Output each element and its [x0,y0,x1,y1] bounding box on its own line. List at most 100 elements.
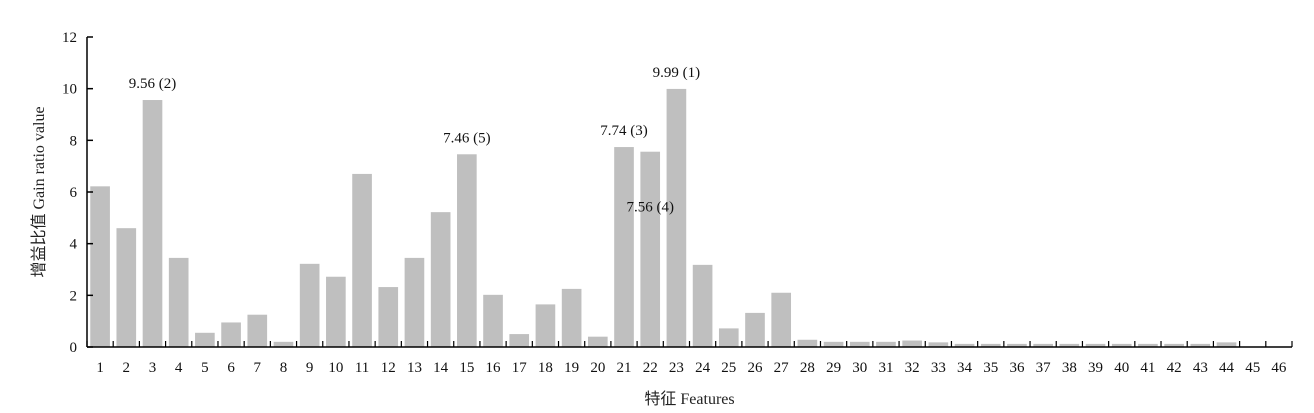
x-tick-label: 28 [800,360,815,376]
bar-feature-44 [1216,342,1237,347]
x-tick-label: 45 [1245,360,1260,376]
bar-feature-16 [483,294,503,347]
bar-feature-39 [1085,343,1106,347]
x-tick-label: 16 [486,360,502,376]
x-tick-label: 44 [1219,360,1235,376]
bar-feature-32 [902,340,922,347]
x-tick-label: 9 [306,360,314,376]
bar-feature-26 [745,312,765,347]
bar-feature-18 [535,304,556,348]
bar-feature-24 [692,264,713,347]
x-tick-label: 10 [328,360,343,376]
bar-feature-6 [221,322,241,347]
x-tick-label: 8 [280,360,288,376]
y-tick-label: 4 [70,237,78,253]
bar-feature-43 [1190,343,1211,347]
x-tick-label: 24 [695,360,711,376]
bar-feature-3 [142,100,163,347]
bar-feature-4 [168,257,189,348]
y-tick-label: 12 [62,30,77,46]
x-tick-label: 11 [355,360,369,376]
x-tick-label: 43 [1193,360,1208,376]
bar-feature-23 [666,88,687,348]
bar-feature-28 [797,339,818,347]
x-tick-label: 7 [254,360,262,376]
x-tick-label: 34 [957,360,973,376]
y-tick-label: 10 [62,82,77,98]
bar-feature-25 [718,328,739,347]
data-label: 7.46 (5) [443,130,491,146]
x-axis-title: 特征 Features [644,390,734,408]
x-tick-label: 5 [201,360,209,376]
annotations-group: 9.56 (2) 7.46 (5) 7.74 (3) 7.56 (4) 9.99 (1) [129,65,700,216]
bar-feature-9 [299,263,320,347]
bar-feature-8 [273,341,294,347]
x-tick-label: 19 [564,360,579,376]
x-tick-label: 23 [669,360,684,376]
y-axis-title: 增益比值 Gain ratio value [30,106,48,277]
bar-feature-29 [823,341,844,347]
bar-feature-20 [587,336,608,347]
x-tick-label: 20 [590,360,605,376]
data-label: 9.56 (2) [129,76,177,92]
bar-feature-5 [195,332,215,347]
bar-feature-2 [116,228,137,347]
bar-feature-31 [876,341,896,347]
x-tick-label: 21 [617,360,632,376]
y-ticks-group: 0 2 4 6 8 10 12 [62,30,93,356]
x-tick-label: 25 [721,360,736,376]
y-tick-label: 6 [70,185,78,201]
bar-feature-36 [1007,343,1027,347]
x-tick-label: 31 [878,360,893,376]
bar-feature-41 [1138,343,1158,347]
bar-feature-22 [640,151,661,347]
x-tick-label: 27 [774,360,790,376]
x-tick-label: 2 [123,360,131,376]
x-tick-label: 14 [433,360,449,376]
bars-group [90,88,1289,348]
x-ticks-group: 1 2 3 4 5 6 7 8 9 10 11 12 13 14 15 16 17 18 19 20 21 22 23 24 2… [86,341,1293,376]
x-tick-label: 15 [459,360,474,376]
bar-feature-11 [352,173,372,347]
bar-feature-13 [404,257,425,348]
x-tick-label: 33 [931,360,946,376]
bar-feature-40 [1111,343,1132,347]
bar-feature-34 [954,343,975,347]
x-tick-label: 37 [1036,360,1052,376]
x-tick-label: 40 [1114,360,1129,376]
x-tick-label: 42 [1167,360,1182,376]
bar-feature-35 [980,343,1001,347]
y-tick-label: 8 [70,133,78,149]
bar-feature-7 [247,314,268,347]
data-label: 7.56 (4) [626,200,674,216]
x-tick-label: 30 [852,360,867,376]
bar-feature-38 [1059,343,1080,347]
x-tick-label: 46 [1271,360,1287,376]
x-tick-label: 29 [826,360,841,376]
bar-feature-30 [849,341,870,347]
x-tick-label: 3 [149,360,157,376]
x-tick-label: 22 [643,360,658,376]
bar-feature-14 [430,212,451,347]
x-tick-label: 39 [1088,360,1103,376]
bar-feature-15 [457,154,477,347]
x-tick-label: 35 [983,360,998,376]
x-tick-label: 26 [747,360,763,376]
bar-feature-1 [90,186,110,347]
y-tick-label: 0 [70,340,78,356]
x-tick-label: 41 [1140,360,1155,376]
data-label: 9.99 (1) [653,65,701,81]
bar-feature-10 [326,276,346,347]
bar-feature-21 [614,147,634,347]
bar-feature-19 [561,288,582,348]
bar-feature-12 [378,287,399,347]
x-tick-label: 1 [96,360,104,376]
axes-group [86,37,1292,348]
y-tick-label: 2 [70,288,78,304]
bar-feature-42 [1164,343,1184,347]
x-tick-label: 17 [512,360,528,376]
x-tick-label: 38 [1062,360,1077,376]
x-tick-label: 32 [905,360,920,376]
bar-feature-33 [928,342,949,347]
